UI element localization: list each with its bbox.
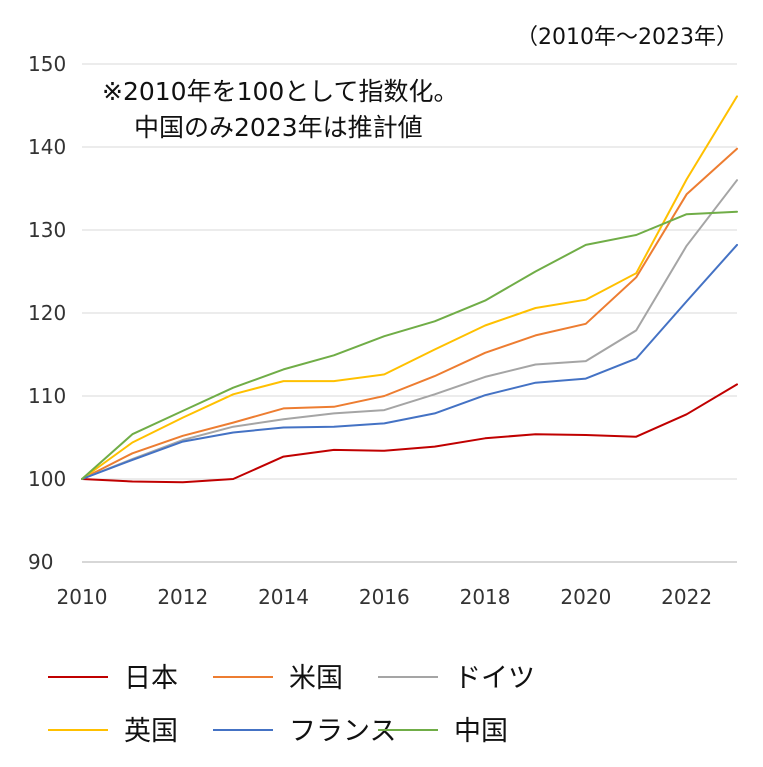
legend-item: 中国 [378, 716, 508, 747]
x-tick-label: 2014 [258, 585, 309, 609]
legend-label: フランス [289, 716, 396, 747]
series-lines [81, 95, 738, 484]
legend-label: 英国 [124, 716, 178, 747]
x-tick-label: 2020 [560, 585, 611, 609]
x-tick-label: 2012 [157, 585, 208, 609]
legend-item: フランス [213, 716, 396, 747]
y-axis-ticks: 90 100 110 120 130 140 150 [28, 52, 66, 574]
x-tick-label: 2018 [460, 585, 511, 609]
legend-label: ドイツ [454, 663, 535, 694]
series-line-1 [81, 147, 738, 480]
note-line-1: ※2010年を100として指数化。 [102, 77, 459, 106]
legend-item: 日本 [48, 663, 178, 694]
x-tick-label: 2016 [359, 585, 410, 609]
y-tick-label: 130 [28, 218, 66, 242]
legend-item: 英国 [48, 716, 178, 747]
y-tick-label: 100 [28, 467, 66, 491]
series-line-0 [81, 383, 738, 484]
legend-label: 米国 [289, 663, 343, 694]
y-tick-label: 90 [28, 550, 53, 574]
period-label: （2010年〜2023年） [516, 25, 738, 50]
y-tick-label: 120 [28, 301, 66, 325]
y-tick-label: 150 [28, 52, 66, 76]
y-tick-label: 140 [28, 135, 66, 159]
legend-label: 中国 [454, 716, 508, 747]
gridlines [82, 63, 737, 480]
note-line-2: 中国のみ2023年は推計値 [134, 113, 423, 142]
legend-label: 日本 [124, 663, 178, 694]
series-line-5 [81, 210, 738, 480]
series-line-4 [81, 243, 738, 480]
series-line-3 [81, 95, 738, 480]
x-axis-ticks: 2010 2012 2014 2016 2018 2020 2022 [57, 585, 713, 609]
series-line-2 [81, 179, 738, 480]
x-tick-label: 2010 [57, 585, 108, 609]
x-tick-label: 2022 [661, 585, 712, 609]
y-tick-label: 110 [28, 384, 66, 408]
legend-item: ドイツ [378, 663, 535, 694]
legend-item: 米国 [213, 663, 343, 694]
